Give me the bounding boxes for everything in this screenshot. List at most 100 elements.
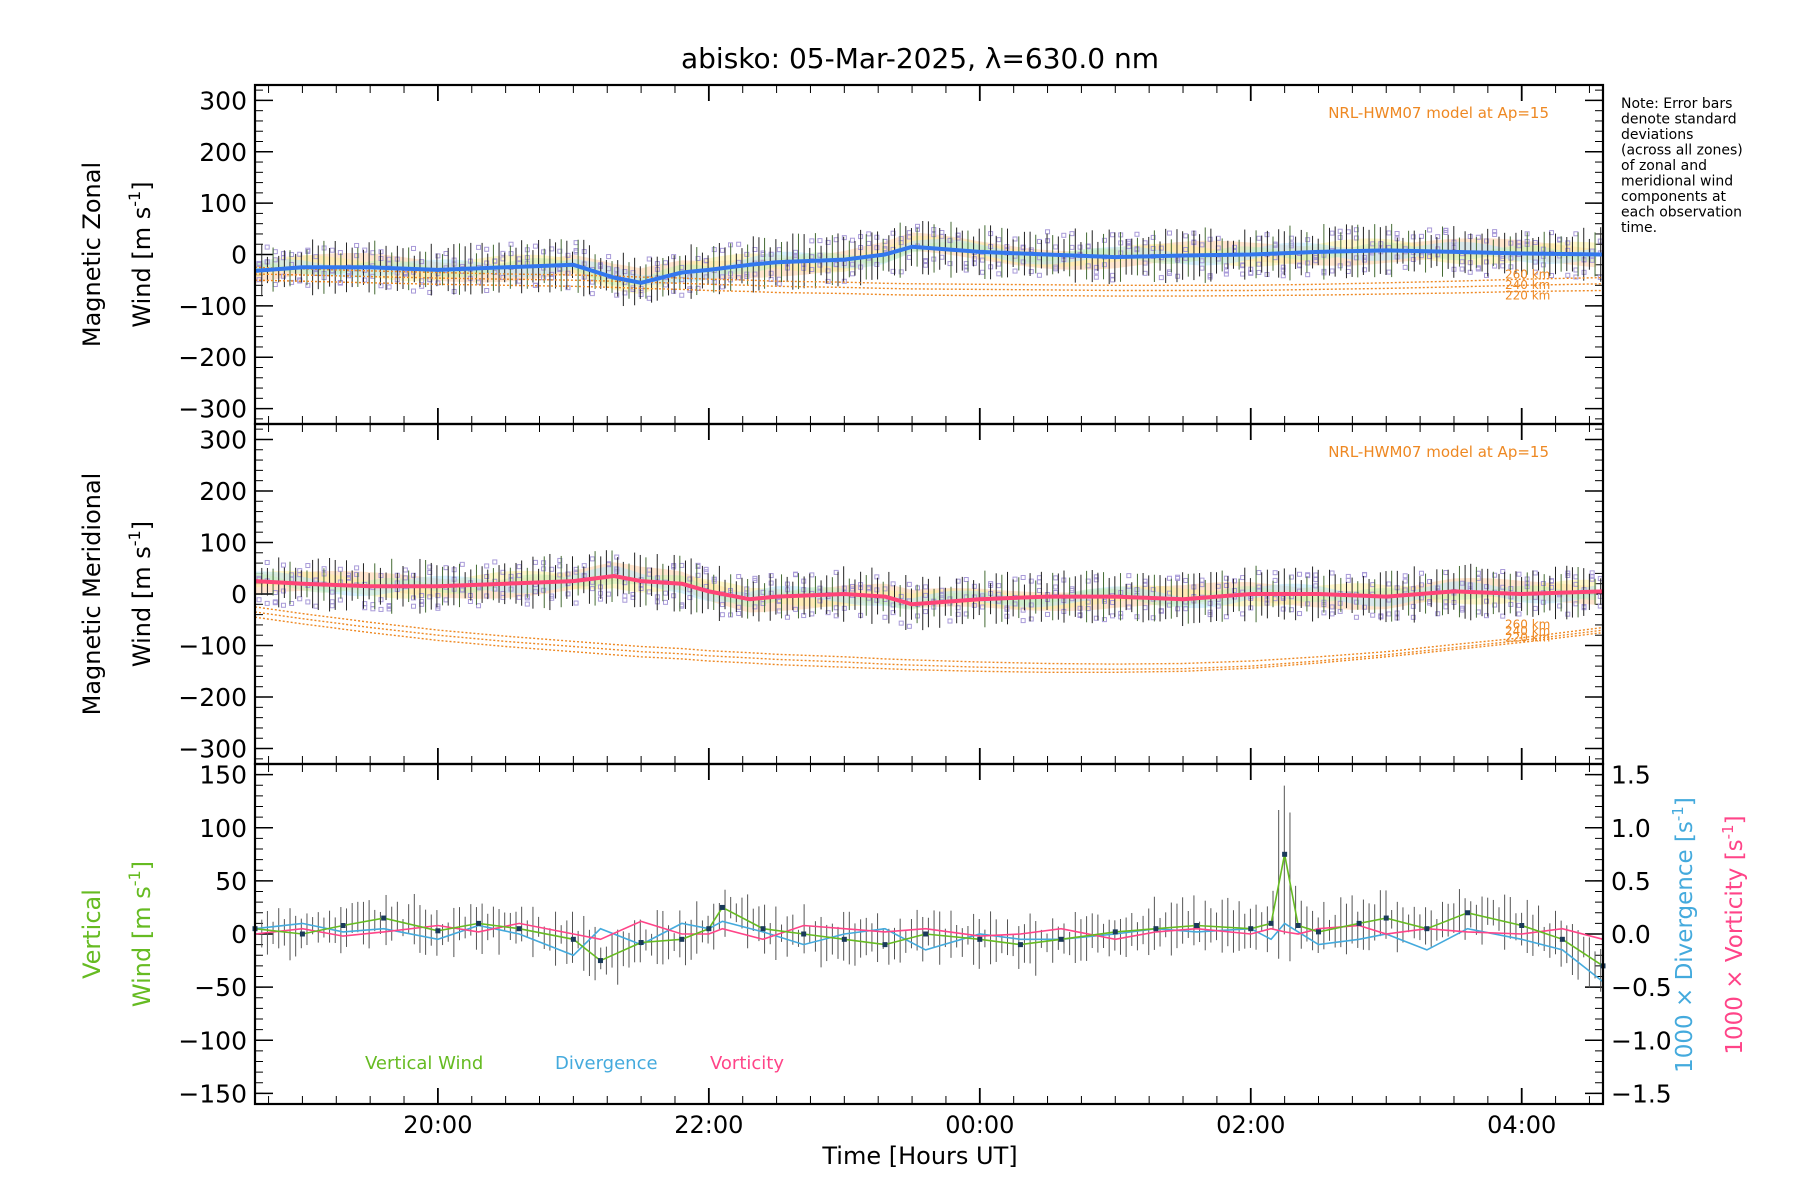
zone-point xyxy=(1500,568,1506,574)
zone-point xyxy=(1492,263,1498,269)
vertical-wind-point xyxy=(638,940,644,945)
superscript: -1 xyxy=(125,191,144,207)
zone-point xyxy=(768,573,774,579)
zone-point xyxy=(1020,245,1026,251)
zone-point xyxy=(1443,604,1449,610)
model-alt-label: 260 km xyxy=(1505,268,1550,282)
zone-point xyxy=(1199,265,1205,271)
zone-point xyxy=(1093,274,1099,280)
zone-point xyxy=(1500,613,1506,619)
right-axis-label-divergence: 1000 × Divergence [s-1] xyxy=(1669,797,1698,1073)
zone-point xyxy=(719,602,725,608)
zone-point xyxy=(1370,612,1376,618)
zone-point xyxy=(1329,611,1335,617)
zone-point xyxy=(1004,613,1010,619)
zone-point xyxy=(923,592,929,598)
zone-point xyxy=(955,611,961,617)
y-tick-label: −50 xyxy=(194,973,247,1002)
zone-point xyxy=(671,564,677,570)
zone-point xyxy=(1557,603,1563,609)
zone-point xyxy=(532,243,538,249)
zone-point xyxy=(1053,584,1059,590)
zone-point xyxy=(427,564,433,570)
zone-point xyxy=(898,593,904,599)
zone-point xyxy=(1053,266,1059,272)
zone-point xyxy=(1061,232,1067,238)
zone-point xyxy=(256,277,262,283)
note-line: meridional wind xyxy=(1621,174,1733,190)
zone-point xyxy=(1589,573,1595,579)
zone-point xyxy=(1459,580,1465,586)
zone-point xyxy=(516,564,522,570)
model-label: NRL-HWM07 model at Ap=15 xyxy=(1328,443,1549,461)
zone-point xyxy=(923,584,929,590)
zone-point xyxy=(541,587,547,593)
zone-point xyxy=(337,280,343,286)
zone-point xyxy=(443,565,449,571)
zone-point xyxy=(573,248,579,254)
vertical-wind-point xyxy=(299,931,305,937)
y-axis-label-line1: Magnetic Zonal xyxy=(78,162,106,347)
zone-point xyxy=(695,285,701,291)
zone-point xyxy=(955,235,961,241)
zone-point xyxy=(1101,598,1107,604)
zone-point xyxy=(614,292,620,298)
zone-point xyxy=(1459,605,1465,611)
zone-point xyxy=(305,563,311,569)
zone-point xyxy=(427,569,433,575)
zone-point xyxy=(1443,570,1449,576)
zone-point xyxy=(662,260,668,266)
zone-point xyxy=(1223,271,1229,277)
zone-point xyxy=(1557,236,1563,242)
zone-point xyxy=(1337,228,1343,234)
zone-point xyxy=(378,597,384,603)
zone-point xyxy=(272,249,278,255)
zone-point xyxy=(443,597,449,603)
x-axis-label: Time [Hours UT] xyxy=(821,1142,1017,1170)
vertical-wind-point xyxy=(760,926,766,932)
zone-point xyxy=(557,572,563,578)
chart-panels: 300 200 100 0 −100 −200 −300 NRL-HWM07 model at… xyxy=(78,83,1748,1139)
zone-point xyxy=(1077,613,1083,619)
zone-point xyxy=(1394,231,1400,237)
zone-point xyxy=(768,270,774,276)
zone-point xyxy=(589,586,595,592)
zone-point xyxy=(386,284,392,290)
y-tick-label: 200 xyxy=(199,477,247,506)
zone-point xyxy=(646,256,652,262)
bracket: ] xyxy=(1672,797,1698,806)
zone-point xyxy=(671,563,677,569)
zone-point xyxy=(671,593,677,599)
zone-point xyxy=(1492,231,1498,237)
zone-point xyxy=(1272,570,1278,576)
note-line: time. xyxy=(1621,220,1657,236)
zone-point xyxy=(1435,585,1441,591)
zone-point xyxy=(1158,245,1164,251)
zone-point xyxy=(280,562,286,568)
zone-point xyxy=(638,586,644,592)
zone-point xyxy=(1362,254,1368,260)
zone-band xyxy=(255,235,1597,295)
zone-point xyxy=(1223,268,1229,274)
zone-point xyxy=(378,573,384,579)
zone-point xyxy=(817,262,823,268)
vertical-wind-point xyxy=(1058,936,1064,942)
zone-point xyxy=(1329,604,1335,610)
zone-point xyxy=(809,572,815,578)
zone-point xyxy=(459,561,465,567)
y-tick-label: 100 xyxy=(199,528,247,557)
zone-point xyxy=(874,234,880,240)
zone-point xyxy=(679,603,685,609)
zone-point xyxy=(793,572,799,578)
zone-point xyxy=(1532,605,1538,611)
vertical-wind-point xyxy=(679,936,685,942)
vertical-wind-point xyxy=(476,920,482,926)
divergence-line xyxy=(254,920,1604,983)
zone-point xyxy=(736,574,742,580)
zone-point xyxy=(1288,574,1294,580)
zone-point xyxy=(1020,618,1026,624)
zone-point xyxy=(825,610,831,616)
zone-point xyxy=(1297,571,1303,577)
zone-point xyxy=(793,606,799,612)
y-tick-label: 0 xyxy=(231,580,247,609)
